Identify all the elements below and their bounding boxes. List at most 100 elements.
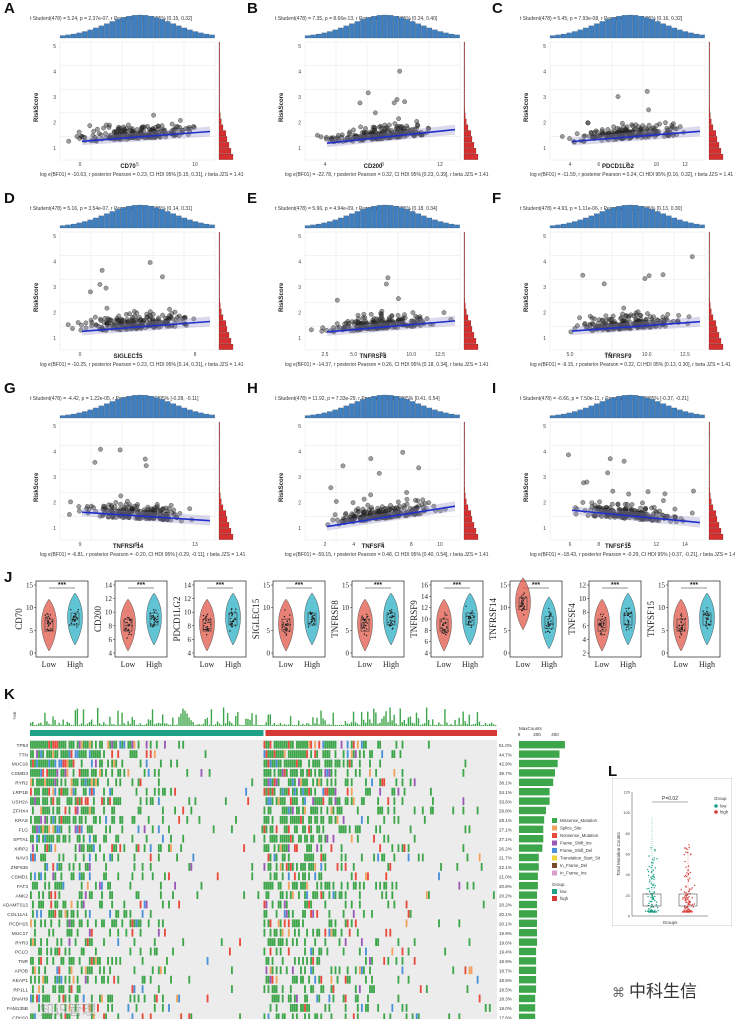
mutation-cell [270,854,272,862]
mutation-cell [357,835,359,843]
mutation-cell [347,760,349,768]
mutation-cell [322,816,324,824]
hist-bar [594,24,599,38]
mutation-cell [296,797,298,805]
hist-bar [60,226,65,228]
violin-point [521,600,522,601]
mutation-cell [54,891,56,899]
mutation-cell [154,788,156,796]
hist-bar [655,21,660,38]
hist-bar [132,395,137,418]
significance-stars: *** [453,582,461,589]
violin-point [367,616,368,617]
mutation-cell [146,901,148,909]
mutation-cell [32,769,34,777]
mutation-cell [58,882,60,890]
hist-bar [464,72,465,78]
significance-stars: *** [611,582,619,589]
hist-bar [464,119,466,125]
hist-bar [454,225,459,228]
mutation-cell [274,788,276,796]
tmb-bar [44,713,45,726]
tmb-bar [446,723,447,726]
violin-point [626,611,627,612]
y-tick-label: 12 [184,595,192,603]
mutation-cell [276,835,278,843]
mutation-cell [117,938,119,946]
mutation-cell [300,769,302,777]
y-tick-label: 3 [53,95,56,101]
hist-bar [219,142,229,148]
hist-bar [82,222,87,228]
hist-bar [464,534,478,540]
hist-bar [416,24,421,38]
tmb-bar [422,724,423,726]
hist-bar [219,534,233,540]
mutation-cell [30,835,32,843]
mutation-cell [192,854,194,862]
tmb-bar [328,724,329,726]
mutation-cell [243,844,245,852]
hist-bar [709,119,711,125]
hist-bar [699,35,704,38]
mutation-cell [331,807,333,815]
violin-point [446,627,447,628]
violin-point [676,627,677,628]
hist-bar [688,413,693,418]
mutation-cell [288,882,290,890]
mutation-cell [324,882,326,890]
mutation-cell [318,769,320,777]
y-tick-label: 15 [342,582,350,590]
y-histogram [464,422,478,540]
data-point [379,508,383,512]
mutation-cell [162,835,164,843]
y-axis-label: RiskScore [279,473,285,502]
mutation-cell [282,872,284,880]
hist-bar [77,223,82,228]
mutation-cell [408,854,410,862]
violin-point [287,629,288,630]
tmb-label: TMB [12,711,17,720]
violin-point [443,622,444,623]
violin-point [206,634,207,635]
violin-point [549,614,550,615]
mutation-cell [347,741,349,749]
tmb-bar [274,723,275,726]
mutation-cell [308,825,310,833]
mutation-cell [54,741,56,749]
mutation-cell [322,825,324,833]
y-tick-label: 4 [188,650,192,658]
x-tick-label: 8 [410,542,413,548]
hist-bar [616,206,621,228]
hist-bar [126,16,131,38]
mutation-cell [270,769,272,777]
violin-point [705,625,706,626]
violin-point [209,621,210,622]
tmb-bar [223,708,224,726]
mutation-cell [398,816,400,824]
mutation-cell [40,901,42,909]
mutation-cell [85,807,87,815]
mutation-cell [284,816,286,824]
mutation-cell [77,797,79,805]
tmb-bar [377,724,378,726]
data-point [442,310,446,314]
tmb-bar [300,725,301,726]
violin-point [603,614,604,615]
hist-bar [333,30,338,38]
hist-bar [572,412,577,418]
mutation-cell [73,872,75,880]
mutation-cell [91,891,93,899]
y-axis-label: RiskScore [524,283,530,312]
mutation-cell [308,760,310,768]
mutation-cell [91,825,93,833]
mutation-cell [286,741,288,749]
mutation-cell [316,816,318,824]
y-tick-label: 3 [543,95,546,101]
violin-point [471,612,472,613]
hist-bar [219,481,220,487]
tmb-bar [272,725,273,726]
y-tick-label: 3 [543,475,546,481]
tmb-bar [192,722,193,726]
